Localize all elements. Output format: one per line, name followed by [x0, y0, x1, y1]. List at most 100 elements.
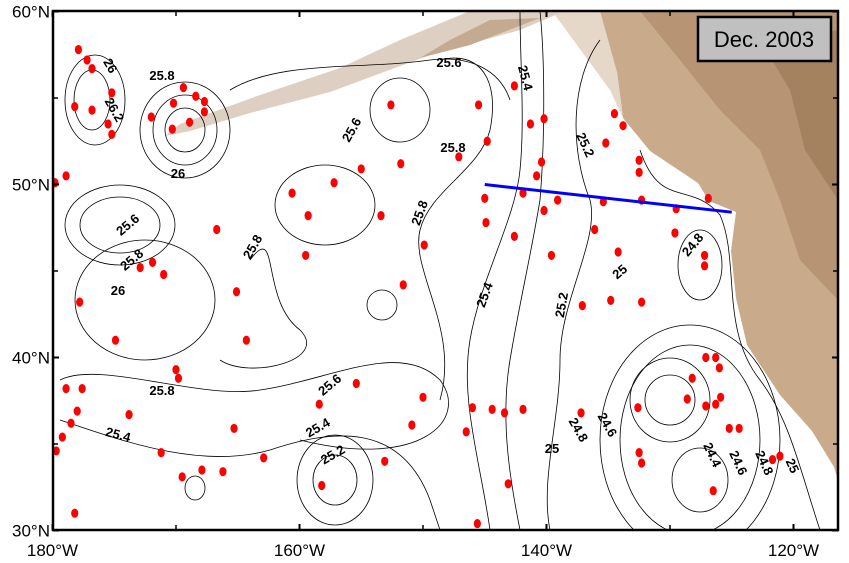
land-north-america: [552, 11, 838, 480]
float-dot: [468, 403, 476, 413]
contour-label: 25.8: [440, 140, 465, 155]
float-dot: [179, 83, 188, 93]
float-dot: [200, 96, 209, 107]
float-dot: [71, 102, 79, 112]
float-dot: [157, 448, 165, 458]
float-dot: [540, 205, 548, 216]
float-dot: [399, 280, 407, 290]
float-dot: [712, 399, 720, 409]
contour-label: 25.4: [104, 424, 133, 445]
float-dot: [174, 373, 183, 383]
float-dot: [172, 365, 180, 375]
float-dot: [242, 335, 250, 345]
float-dot: [136, 262, 144, 273]
float-dot: [160, 269, 168, 280]
float-dot: [671, 228, 679, 238]
float-dot: [62, 171, 70, 181]
y-tick-label: 40°N: [12, 349, 50, 368]
float-dot: [635, 155, 643, 165]
float-dot: [683, 394, 691, 404]
float-dot: [717, 392, 725, 402]
x-tick-label: 120°W: [768, 541, 819, 560]
float-dot: [637, 297, 646, 307]
float-dot: [554, 195, 562, 205]
float-dot: [357, 164, 365, 174]
float-dot: [377, 211, 385, 221]
float-dot: [192, 91, 200, 101]
float-dot: [83, 55, 91, 65]
float-dot: [260, 453, 268, 463]
float-dot: [147, 112, 155, 122]
contour-label: 25.6: [436, 55, 461, 70]
float-dot: [104, 119, 112, 129]
float-dot: [614, 247, 622, 257]
float-dot: [169, 98, 178, 108]
float-dot: [178, 472, 186, 482]
float-dot: [302, 250, 310, 261]
float-dot: [62, 384, 70, 394]
float-dot: [510, 81, 518, 91]
contour-label: 25.8: [149, 68, 174, 83]
float-dot: [619, 121, 627, 131]
float-dot: [519, 404, 527, 414]
float-dot: [108, 129, 116, 139]
float-dot: [634, 403, 642, 413]
title-box: Dec. 2003: [696, 15, 833, 63]
float-dot: [200, 107, 209, 117]
float-dot: [67, 418, 75, 428]
float-dot: [481, 193, 489, 203]
x-tick-label: 160°W: [274, 541, 325, 560]
float-dot: [537, 157, 546, 167]
float-dot: [547, 250, 556, 261]
axis-ticks: 180°W 160°W 140°W 120°W 60°N 50°N 40°N 30°N: [12, 3, 838, 560]
section-line: [484, 183, 732, 214]
float-dot: [318, 480, 326, 491]
float-dot: [474, 100, 483, 110]
map-title: Dec. 2003: [714, 27, 814, 52]
float-dot: [88, 105, 96, 115]
float-dot: [700, 250, 709, 261]
float-dot: [111, 335, 120, 345]
float-dot: [462, 427, 470, 437]
float-dot: [735, 423, 743, 434]
float-dot: [510, 231, 518, 241]
float-dot: [232, 287, 241, 297]
float-dot: [483, 136, 491, 146]
float-dot: [73, 406, 81, 416]
float-dot: [533, 171, 541, 181]
float-dot: [776, 451, 784, 461]
float-dot: [330, 178, 338, 188]
float-dot: [108, 88, 116, 98]
float-dot: [709, 486, 717, 496]
float-dot: [602, 138, 610, 148]
float-dot: [125, 409, 133, 420]
float-dot: [473, 518, 481, 529]
float-dot: [381, 456, 389, 466]
float-dot: [526, 119, 535, 129]
contour-label: 26: [171, 166, 185, 181]
float-dot: [185, 117, 194, 127]
float-dot: [700, 261, 709, 271]
float-dot: [148, 257, 157, 267]
y-tick-label: 60°N: [12, 3, 50, 22]
contour-label: 25: [783, 456, 803, 475]
float-dot: [74, 44, 83, 55]
land-alaska-peninsula: [165, 11, 565, 136]
float-dot: [712, 352, 720, 363]
float-dot: [704, 193, 712, 203]
float-dot: [397, 159, 405, 169]
contour-label: 26: [100, 56, 120, 76]
float-dot: [219, 467, 227, 477]
float-dot: [420, 240, 428, 250]
contour-label: 25.2: [552, 291, 571, 319]
float-dot: [688, 373, 696, 383]
float-dot: [607, 295, 615, 306]
float-dot: [288, 188, 296, 198]
float-dot: [635, 167, 643, 177]
float-dot: [610, 108, 619, 119]
x-tick-label: 140°W: [521, 541, 572, 560]
contour-label: 25.4: [515, 64, 536, 93]
float-dot: [599, 197, 607, 207]
float-dot: [725, 423, 733, 434]
x-tick-label: 180°W: [27, 541, 78, 560]
